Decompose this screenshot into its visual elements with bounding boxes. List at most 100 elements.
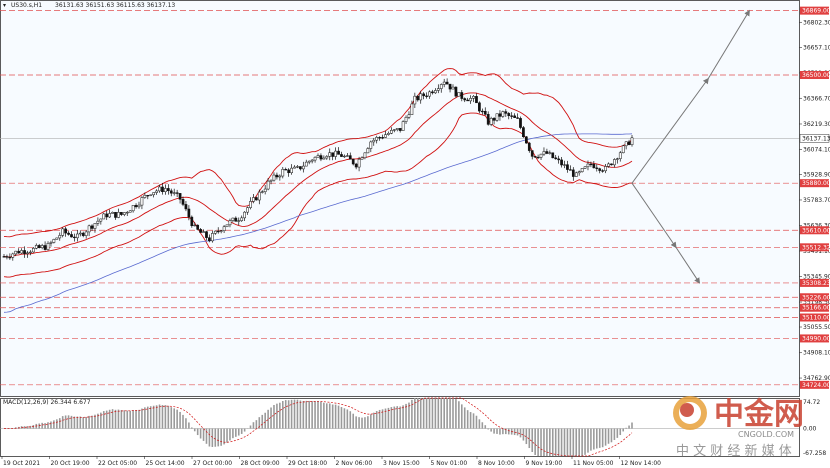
candle-body [434,90,437,94]
candle-body [583,166,587,169]
candle-body [527,142,531,151]
candle-body [381,137,384,139]
bollinger-upper-line [3,68,633,238]
candle-body [52,239,56,243]
candle-body [5,256,9,258]
macd-tick-label: -67.258 [803,450,826,457]
candle-body [304,161,308,167]
candle-body [478,102,481,112]
candle-body [522,127,525,138]
candle-body [525,136,528,144]
candle-body [14,250,18,255]
candle-body [58,235,62,239]
candle-body [120,212,123,215]
level-price-label: 35308.23 [802,280,830,287]
candle-body [96,220,100,224]
candle-body [78,232,82,235]
candle-body [436,88,440,91]
candle-body [205,231,208,238]
candle-body [102,213,106,220]
chart-header-arrow[interactable]: ▾ [3,2,6,9]
candle-body [64,228,67,234]
candle-body [363,152,367,159]
candle-body [615,158,619,160]
candle-body [111,212,114,214]
candle-body [140,197,144,206]
candle-body [237,220,241,222]
candle-body [548,152,552,154]
candle-body [607,163,610,167]
candle-body [307,160,311,163]
candle-body [445,81,449,85]
candle-body [530,150,534,157]
time-tick-label: 12 Nov 14:00 [621,460,662,467]
macd-tick-label: 0.00 [803,426,817,433]
candle-body [574,172,578,177]
candle-body [252,197,255,202]
level-price-label: 36869.00 [802,8,830,15]
candle-body [375,137,379,141]
candle-body [169,190,173,194]
watermark-url: CNGOLD.COM [738,430,794,439]
level-price-box [800,293,829,302]
candle-body [187,208,191,218]
candle-body [131,205,135,212]
time-tick-label: 8 Nov 10:00 [478,460,515,467]
level-price-box [800,380,829,389]
candle-body [460,92,464,99]
candle-body [152,192,156,196]
candle-body [398,128,402,131]
price-tick-label: 35345.90 [803,273,830,280]
candle-body [472,96,475,99]
candle-body [557,158,560,161]
candle-body [504,111,508,114]
candle-body [90,225,94,229]
candle-body [202,231,205,233]
candle-body [193,224,197,227]
level-price-box [800,226,829,235]
candle-body [390,130,393,134]
candle-body [20,250,23,254]
candle-body [340,154,343,157]
current-price-label: 36137.13 [802,135,830,142]
level-price-label: 35226.00 [802,294,830,301]
candle-body [278,175,282,178]
main-panel-border [0,0,800,397]
level-price-label: 35512.32 [802,244,830,251]
candle-body [345,155,349,157]
time-tick-label: 28 Oct 09:00 [241,460,280,467]
candle-body [516,117,519,119]
level-price-box [800,6,829,15]
candle-body [624,141,628,147]
candle-body [542,151,546,155]
candle-body [199,229,202,233]
candle-body [158,186,161,192]
cngold-logo-icon [673,396,707,430]
candle-body [76,233,79,239]
time-tick-label: 19 Oct 2021 [3,460,40,467]
candle-body [489,118,493,125]
level-price-label: 35610.00 [802,227,830,234]
candle-body [313,156,317,161]
level-price-label: 35880.00 [802,180,830,187]
candle-body [219,230,223,232]
candle-body [281,169,285,177]
candle-body [387,133,390,135]
price-axis: 36802.3036657.1036511.9036366.7036219.30… [799,6,830,389]
watermark-brand: 中金网 [714,397,804,432]
candle-body [401,121,405,131]
price-tick-label: 34762.90 [803,375,830,382]
candle-body [122,212,126,215]
candle-body [392,129,396,131]
candle-body [442,81,446,85]
candle-body [348,155,352,160]
candle-body [404,117,408,122]
candle-body [519,118,522,128]
candle-body [175,192,179,194]
candle-body [40,245,44,248]
price-tick-label: 36074.10 [803,146,830,153]
chart-symbol: US30.s,H1 [11,2,42,9]
candle-body [161,186,164,193]
candle-body [469,98,472,102]
level-price-box [800,71,829,80]
